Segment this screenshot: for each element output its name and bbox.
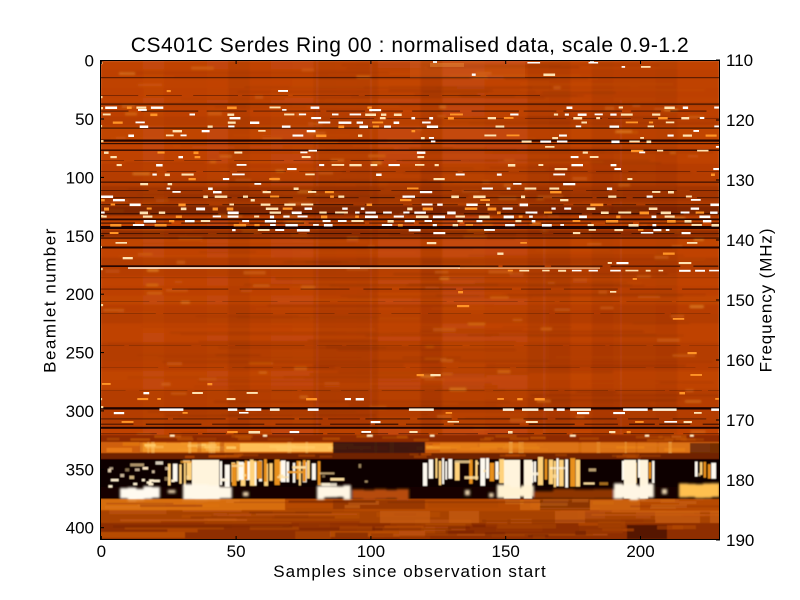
svg-text:50: 50 xyxy=(75,110,94,129)
svg-text:150: 150 xyxy=(726,291,754,310)
svg-text:Beamlet number: Beamlet number xyxy=(41,227,60,373)
svg-text:160: 160 xyxy=(726,351,754,370)
svg-text:150: 150 xyxy=(492,542,520,561)
svg-text:100: 100 xyxy=(66,168,94,187)
svg-text:140: 140 xyxy=(726,231,754,250)
svg-text:200: 200 xyxy=(66,285,94,304)
svg-text:110: 110 xyxy=(726,51,753,70)
svg-text:180: 180 xyxy=(726,471,754,490)
svg-text:350: 350 xyxy=(66,460,94,479)
svg-text:120: 120 xyxy=(726,111,754,130)
svg-text:170: 170 xyxy=(726,411,754,430)
svg-text:400: 400 xyxy=(66,519,94,538)
svg-text:250: 250 xyxy=(66,344,94,363)
svg-text:200: 200 xyxy=(626,542,654,561)
svg-text:Samples since observation star: Samples since observation start xyxy=(273,562,547,581)
svg-text:Frequency (MHz): Frequency (MHz) xyxy=(757,228,776,373)
svg-text:50: 50 xyxy=(227,542,246,561)
svg-text:0: 0 xyxy=(85,52,94,71)
svg-text:190: 190 xyxy=(726,531,754,550)
svg-text:300: 300 xyxy=(66,402,94,421)
svg-text:0: 0 xyxy=(97,542,106,561)
svg-text:150: 150 xyxy=(66,227,94,246)
svg-text:100: 100 xyxy=(357,542,385,561)
svg-text:CS401C Serdes Ring 00 : normal: CS401C Serdes Ring 00 : normalised data,… xyxy=(131,34,690,57)
svg-text:130: 130 xyxy=(726,171,754,190)
